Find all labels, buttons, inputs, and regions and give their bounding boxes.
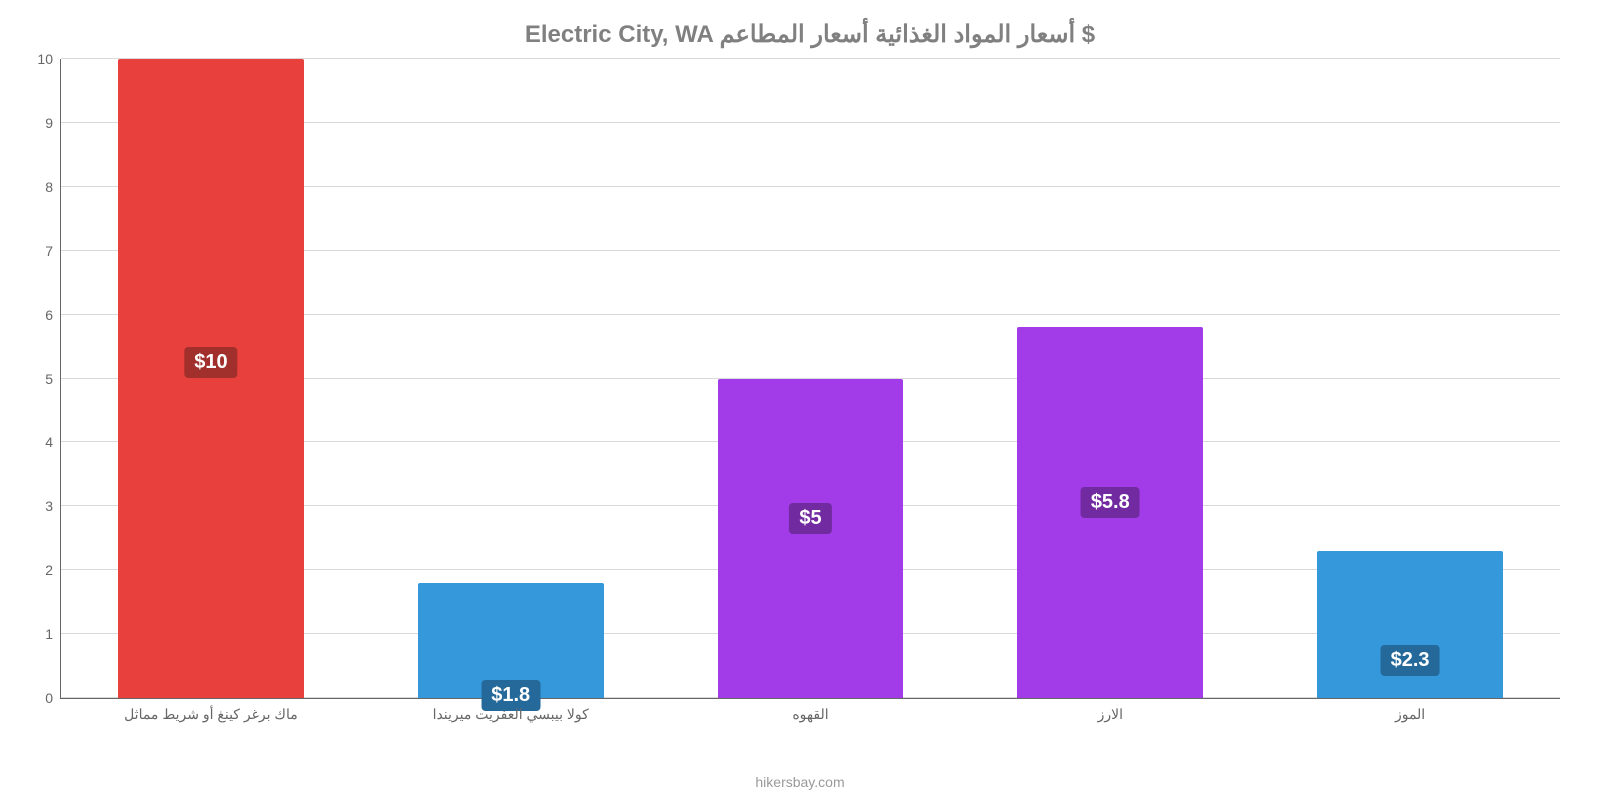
y-tick-label: 7 [45, 243, 61, 259]
bar-slot: $5.8الارز [960, 59, 1260, 698]
y-tick-label: 2 [45, 562, 61, 578]
x-tick-label: الارز [1098, 698, 1123, 723]
x-tick-label: كولا بيبسي العفريت ميريندا [433, 698, 589, 723]
y-tick-label: 4 [45, 434, 61, 450]
chart-container: Electric City, WA أسعار المواد الغذائية … [0, 0, 1600, 800]
x-tick-label: الموز [1395, 698, 1425, 723]
bar-value-label: $10 [184, 347, 237, 378]
chart-footer: hikersbay.com [755, 774, 844, 790]
bar-value-label: $5.8 [1081, 487, 1140, 518]
bars-group: $10ماك برغر كينغ أو شريط مماثل$1.8كولا ب… [61, 59, 1560, 698]
chart-title: Electric City, WA أسعار المواد الغذائية … [60, 20, 1560, 49]
y-tick-label: 10 [37, 51, 61, 67]
bar-slot: $2.3الموز [1260, 59, 1560, 698]
bar: $5.8 [1017, 327, 1203, 698]
plot-area: $10ماك برغر كينغ أو شريط مماثل$1.8كولا ب… [60, 59, 1560, 699]
x-tick-label: القهوه [792, 698, 828, 723]
bar: $1.8 [418, 583, 604, 698]
bar-value-label: $2.3 [1381, 645, 1440, 676]
bar: $10 [118, 59, 304, 698]
bar-slot: $1.8كولا بيبسي العفريت ميريندا [361, 59, 661, 698]
y-tick-label: 3 [45, 498, 61, 514]
y-tick-label: 0 [45, 690, 61, 706]
bar-slot: $5القهوه [661, 59, 961, 698]
x-tick-label: ماك برغر كينغ أو شريط مماثل [124, 698, 298, 723]
y-tick-label: 8 [45, 179, 61, 195]
bar-value-label: $5 [789, 503, 831, 534]
bar: $5 [718, 379, 904, 699]
y-tick-label: 6 [45, 307, 61, 323]
y-tick-label: 9 [45, 115, 61, 131]
bar: $2.3 [1317, 551, 1503, 698]
y-tick-label: 1 [45, 626, 61, 642]
bar-slot: $10ماك برغر كينغ أو شريط مماثل [61, 59, 361, 698]
y-tick-label: 5 [45, 371, 61, 387]
